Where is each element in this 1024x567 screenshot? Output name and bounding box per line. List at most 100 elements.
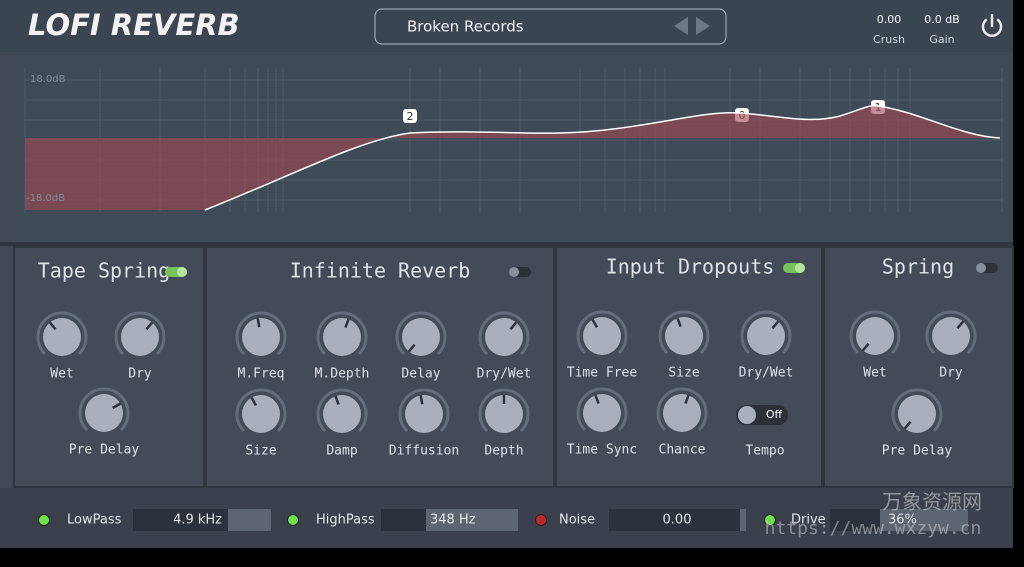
param-value: 348 Hz bbox=[430, 513, 476, 528]
preset-name[interactable]: Broken Records bbox=[407, 18, 524, 36]
knob-pointer bbox=[684, 394, 690, 405]
crush-label: Crush bbox=[873, 33, 905, 46]
knob-pointer bbox=[112, 402, 122, 410]
param-value: 0.00 bbox=[663, 513, 692, 528]
preset-box[interactable] bbox=[374, 8, 727, 45]
param-fill[interactable] bbox=[228, 509, 271, 531]
knob-pointer bbox=[861, 342, 870, 352]
knob-pointer bbox=[676, 317, 682, 328]
knob[interactable] bbox=[485, 318, 523, 356]
status-led[interactable] bbox=[535, 514, 547, 526]
knob-ring bbox=[849, 310, 901, 355]
knob[interactable] bbox=[402, 318, 440, 356]
knob[interactable] bbox=[323, 318, 361, 356]
knob-label: Dry bbox=[128, 367, 152, 382]
tempo-toggle-thumb[interactable] bbox=[738, 406, 756, 424]
panel-title: Tape Spring bbox=[38, 259, 170, 283]
panel-title: Input Dropouts bbox=[606, 255, 775, 279]
panel-switch-thumb[interactable] bbox=[177, 267, 187, 277]
knob[interactable] bbox=[242, 318, 280, 356]
knob-pointer bbox=[334, 395, 340, 406]
panel bbox=[205, 246, 555, 488]
param-value: 4.9 kHz bbox=[173, 513, 222, 528]
power-button[interactable] bbox=[981, 13, 1003, 37]
knob[interactable] bbox=[663, 394, 701, 432]
panel-switch-thumb[interactable] bbox=[976, 263, 986, 273]
param-fill[interactable] bbox=[880, 509, 968, 531]
status-led[interactable] bbox=[287, 514, 299, 526]
tempo-toggle-state: Off bbox=[766, 408, 783, 421]
knob[interactable] bbox=[747, 317, 785, 355]
knob-ring bbox=[395, 311, 447, 356]
knob-label: Delay bbox=[401, 367, 440, 382]
knob-pointer bbox=[256, 318, 261, 328]
knob-ring bbox=[398, 388, 450, 433]
knob-pointer bbox=[509, 321, 518, 331]
knob-label: Wet bbox=[50, 367, 73, 382]
status-led[interactable] bbox=[764, 514, 776, 526]
knob[interactable] bbox=[242, 395, 280, 433]
knob[interactable] bbox=[323, 395, 361, 433]
knob[interactable] bbox=[856, 317, 894, 355]
crush-value[interactable]: 0.00 bbox=[877, 13, 902, 26]
knob-pointer bbox=[48, 321, 57, 331]
knob[interactable] bbox=[583, 317, 621, 355]
gain-value[interactable]: 0.0 dB bbox=[924, 13, 960, 26]
knob-label: Depth bbox=[484, 444, 523, 459]
knob-pointer bbox=[419, 395, 424, 405]
knob[interactable] bbox=[898, 395, 936, 433]
knob-label: Dry/Wet bbox=[477, 367, 532, 382]
knob-label: M.Freq bbox=[238, 367, 285, 382]
eq-node[interactable] bbox=[403, 109, 417, 123]
param-box[interactable] bbox=[609, 509, 740, 531]
param-label: LowPass bbox=[67, 513, 122, 528]
param-fill[interactable] bbox=[426, 509, 518, 531]
knob-pointer bbox=[771, 320, 780, 330]
divider bbox=[0, 242, 1013, 246]
knob-label: Wet bbox=[863, 366, 886, 381]
panel bbox=[555, 246, 823, 488]
knob-label: Dry bbox=[939, 366, 963, 381]
param-box[interactable] bbox=[830, 509, 880, 531]
knob-label: Time Sync bbox=[567, 443, 637, 458]
knob-label: Pre Delay bbox=[882, 444, 953, 459]
knob[interactable] bbox=[665, 317, 703, 355]
knob-ring bbox=[36, 311, 88, 356]
panel-switch-thumb[interactable] bbox=[509, 267, 519, 277]
next-preset[interactable] bbox=[696, 17, 710, 35]
knob[interactable] bbox=[85, 394, 123, 432]
knob-ring bbox=[235, 388, 287, 433]
panel bbox=[823, 246, 1014, 488]
panel-title: Spring bbox=[882, 255, 954, 279]
knob-ring bbox=[316, 311, 368, 356]
knob-label: Damp bbox=[326, 444, 357, 459]
knob[interactable] bbox=[43, 318, 81, 356]
param-label: HighPass bbox=[316, 513, 375, 528]
eq-node-label: 2 bbox=[407, 110, 414, 123]
knob-label: Size bbox=[245, 444, 276, 459]
knob-ring bbox=[78, 387, 130, 432]
knob-label: Time Free bbox=[567, 366, 638, 381]
knob[interactable] bbox=[583, 394, 621, 432]
param-fill[interactable] bbox=[740, 509, 746, 531]
knob[interactable] bbox=[932, 317, 970, 355]
status-led[interactable] bbox=[38, 514, 50, 526]
panel-title: Infinite Reverb bbox=[290, 259, 471, 283]
param-label: Drive bbox=[791, 513, 826, 528]
eq-curve bbox=[204, 104, 1001, 211]
knob[interactable] bbox=[405, 395, 443, 433]
knob-label: M.Depth bbox=[315, 367, 370, 382]
knob-label: Chance bbox=[659, 443, 706, 458]
param-box[interactable] bbox=[381, 509, 426, 531]
knob[interactable] bbox=[121, 318, 159, 356]
param-box[interactable] bbox=[133, 509, 228, 531]
knob-pointer bbox=[956, 320, 965, 330]
panel-switch-thumb[interactable] bbox=[795, 263, 805, 273]
prev-preset[interactable] bbox=[674, 17, 688, 35]
knob-ring bbox=[740, 310, 792, 355]
watermark-url: https://www.wxzyw.cn bbox=[765, 518, 982, 539]
knob-ring bbox=[658, 310, 710, 355]
watermark-name: 万象资源网 bbox=[882, 490, 982, 514]
knob[interactable] bbox=[485, 395, 523, 433]
